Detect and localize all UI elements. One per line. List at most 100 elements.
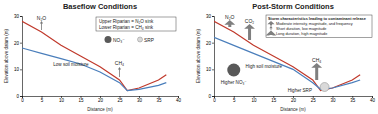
tick: 20 xyxy=(291,96,297,103)
y-axis: 0 10 20 30 xyxy=(14,14,23,99)
tick: 30 xyxy=(330,96,336,103)
tick-label: 35 xyxy=(156,98,162,103)
tick: 25 xyxy=(117,96,123,103)
tick-label: 30 xyxy=(206,14,212,19)
moisture-label: Low soil moisture xyxy=(53,62,89,67)
box-item: Short duration, low magnitude xyxy=(276,27,326,31)
plot-area xyxy=(22,21,166,90)
storm-box xyxy=(266,15,372,37)
tick-label: 25 xyxy=(311,98,317,103)
tick: 30 xyxy=(206,14,214,19)
tick-label: 35 xyxy=(350,98,356,103)
tick-label: 20 xyxy=(206,41,212,46)
tick: 20 xyxy=(14,41,22,46)
tick-label: 15 xyxy=(78,98,84,103)
tick-label: 25 xyxy=(117,98,123,103)
axis-line xyxy=(212,17,215,97)
arrow xyxy=(266,31,277,36)
tick: 10 xyxy=(206,67,214,72)
tick-mark xyxy=(212,43,214,44)
series-line xyxy=(214,37,360,89)
title: Baseflow Conditions xyxy=(63,2,137,11)
tick: 0 xyxy=(16,94,22,99)
tick-label: 5 xyxy=(233,98,236,103)
tick-label: 10 xyxy=(14,67,20,72)
tick: 10 xyxy=(59,96,65,103)
tick-mark xyxy=(20,43,22,44)
tick-label: 20 xyxy=(98,98,104,103)
arrow xyxy=(40,21,43,30)
no3-symbol xyxy=(105,36,112,43)
tick-label: 30 xyxy=(137,98,143,103)
tick: 20 xyxy=(98,96,104,103)
box-item: Long duration, high magnitude xyxy=(276,32,327,36)
tick-mark xyxy=(20,69,22,70)
y-axis: 0 10 20 30 xyxy=(206,14,215,99)
tick-label: 20 xyxy=(291,98,297,103)
x-axis: 0 5 10 15 20 25 30 35 40 xyxy=(21,96,181,103)
axis-line xyxy=(20,17,23,97)
x-axis-title: Distance (m) xyxy=(280,107,306,112)
key-text: Upper Riparian = N₂O sink xyxy=(99,19,154,24)
arrow xyxy=(269,26,272,31)
arrow xyxy=(267,21,274,26)
title: Post-Storm Conditions xyxy=(252,2,334,11)
tick-label: 10 xyxy=(251,98,257,103)
srp-symbol xyxy=(138,37,143,42)
tick: 40 xyxy=(176,96,182,103)
moisture-label: High soil moisture xyxy=(246,64,283,69)
tick: 10 xyxy=(14,67,22,72)
tick-label: 10 xyxy=(59,98,65,103)
tick-label: 0 xyxy=(213,98,216,103)
key-text: Lower Riparian = CH₄ sink xyxy=(99,25,154,30)
symbol-label: NO₃⁻ xyxy=(113,38,125,43)
panel: Post-Storm Conditions 0 5 10 15 20 25 30 35 40 0 10… xyxy=(196,2,375,112)
symbol-label: Higher NO₃⁻ xyxy=(221,80,248,85)
gas-label: N₂O xyxy=(37,15,47,21)
y-axis-title: Elevation above datum (m) xyxy=(196,29,201,83)
tick: 10 xyxy=(251,96,257,103)
box-item: Moderate intensity, magnitude, and frequ… xyxy=(276,22,353,26)
arrow xyxy=(244,24,255,40)
tick: 35 xyxy=(156,96,162,103)
tick-mark xyxy=(212,16,214,17)
tick-label: 30 xyxy=(14,14,20,19)
srp-symbol xyxy=(320,83,329,92)
y-axis-title: Elevation above datum (m) xyxy=(4,29,9,83)
symbol-label: Higher SRP xyxy=(288,88,312,93)
tick-label: 20 xyxy=(14,41,20,46)
figure: Baseflow Conditions 0 5 10 15 20 25 30 35 40 0 10 20… xyxy=(0,0,378,114)
x-axis: 0 5 10 15 20 25 30 35 40 xyxy=(213,96,375,103)
series-line xyxy=(22,21,166,90)
tick: 20 xyxy=(206,41,214,46)
no3-symbol xyxy=(227,64,240,77)
box-title: Storm characteristics leading to contami… xyxy=(268,16,367,21)
tick-label: 0 xyxy=(208,94,211,99)
tick-mark xyxy=(212,69,214,70)
panel: Baseflow Conditions 0 5 10 15 20 25 30 35 40 0 10 20… xyxy=(4,2,181,112)
tick-mark xyxy=(20,96,22,97)
gas-label: CO₂ xyxy=(245,18,255,24)
gas-label: N₂O xyxy=(225,14,235,20)
arrow xyxy=(224,20,235,27)
tick: 0 xyxy=(213,96,216,103)
tick: 5 xyxy=(41,96,44,103)
tick: 35 xyxy=(350,96,356,103)
key-box xyxy=(96,17,176,31)
tick-label: 40 xyxy=(370,98,376,103)
tick: 0 xyxy=(208,94,214,99)
tick-label: 10 xyxy=(206,67,212,72)
tick: 40 xyxy=(370,96,376,103)
tick: 15 xyxy=(271,96,277,103)
tick: 25 xyxy=(311,96,317,103)
tick-mark xyxy=(20,16,22,17)
gas-label: CH₄ xyxy=(312,57,321,63)
tick-label: 15 xyxy=(271,98,277,103)
arrow xyxy=(311,63,322,80)
tick: 0 xyxy=(21,96,24,103)
tick: 30 xyxy=(137,96,143,103)
tick: 5 xyxy=(233,96,236,103)
tick-label: 40 xyxy=(176,98,182,103)
symbol-label: SRP xyxy=(144,38,154,43)
series-line xyxy=(22,48,166,91)
